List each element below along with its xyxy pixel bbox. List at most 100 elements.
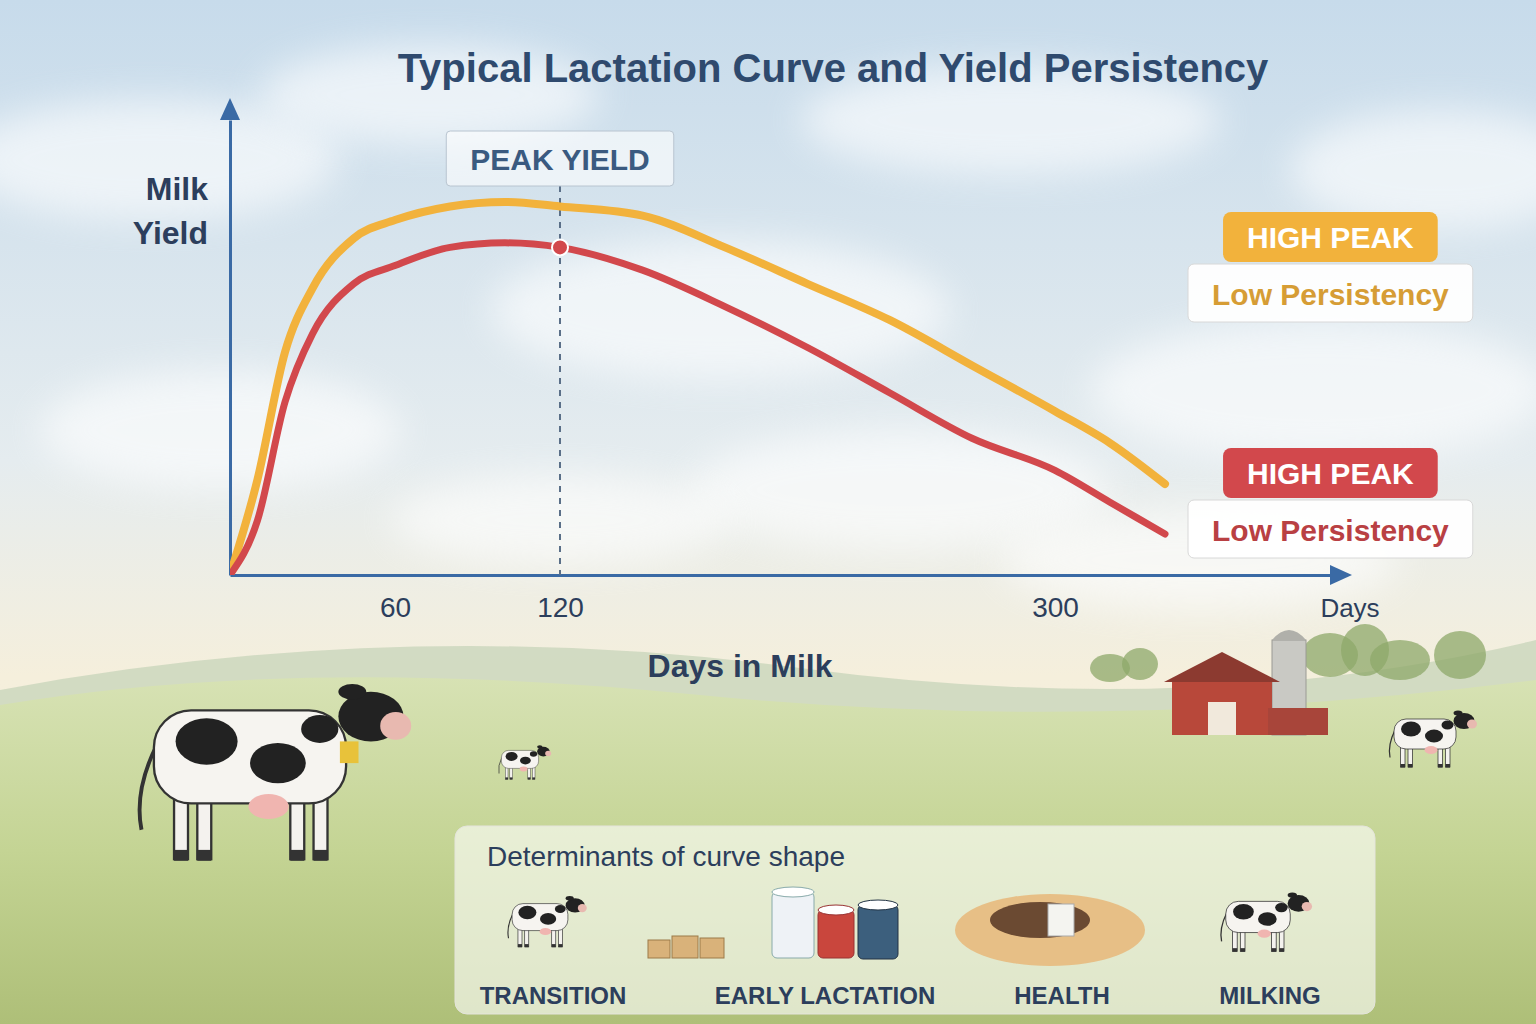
cow-hoof (510, 777, 513, 779)
peak-point (552, 239, 568, 255)
icon-cow (508, 896, 587, 947)
cow-udder (520, 767, 528, 772)
x-tick: 60 (380, 575, 411, 623)
cow-hoof (1272, 948, 1277, 952)
cow-hoof (1240, 948, 1245, 952)
chart-root: Typical Lactation Curve and Yield Persis… (0, 0, 1536, 1024)
cow-patch (301, 715, 338, 743)
icon-bucket-lid (858, 900, 898, 910)
shed (1268, 708, 1328, 735)
cow-udder (540, 928, 552, 935)
peak-label-box (446, 131, 674, 186)
icon-bucket-lid (818, 905, 854, 915)
icon-box (700, 938, 724, 958)
barn-door (1208, 702, 1236, 735)
icon-bucket (858, 905, 898, 959)
cow-hoof (518, 944, 522, 947)
cow-udder (1425, 746, 1438, 754)
ear-tag (340, 741, 359, 763)
cloud (40, 370, 400, 490)
cow-ear (537, 745, 542, 748)
cow-udder (1257, 929, 1271, 937)
x-tick-label: 120 (537, 592, 584, 623)
background (0, 0, 1536, 1024)
cow-patch (1442, 721, 1454, 730)
legend-name: HIGH PEAK (1247, 457, 1414, 490)
legend-name: HIGH PEAK (1247, 221, 1414, 254)
cow-right (1389, 711, 1477, 768)
legend-swatch (1223, 212, 1438, 262)
legend-persistency: Low Persistency (1212, 514, 1449, 547)
x-axis-title: Days in Milk (648, 648, 833, 684)
peak-annotation: PEAK YIELD (446, 131, 674, 575)
barn-roof (1164, 652, 1280, 682)
chart-svg: Typical Lactation Curve and Yield Persis… (0, 0, 1536, 1024)
peak-label: PEAK YIELD (470, 143, 650, 176)
legend-persistency: Low Persistency (1212, 278, 1449, 311)
legend-swatch (1223, 448, 1438, 498)
legend-box (1188, 264, 1473, 322)
cow-hoof (525, 944, 529, 947)
x-tick-label: 300 (1032, 592, 1079, 623)
cow-hoof (558, 944, 562, 947)
panel-box (455, 826, 1375, 1014)
cow-hoof (552, 944, 556, 947)
cow-body (501, 750, 538, 768)
panel-item-label: TRANSITION (480, 982, 627, 1009)
cow-hoof (532, 777, 535, 779)
legend-item: Low Persistency HIGH PEAK (1188, 448, 1473, 558)
cow-hoof (1401, 764, 1406, 768)
legend-box (1188, 500, 1473, 558)
cow-hoof (1233, 948, 1238, 952)
panel-title: Determinants of curve shape (487, 841, 845, 872)
icon-cow-milking (1221, 893, 1312, 952)
cow-patch (518, 906, 536, 920)
barn (1172, 680, 1272, 735)
y-axis (230, 121, 231, 576)
cow-ear (1454, 711, 1463, 716)
cow-muzzle (1302, 902, 1312, 911)
tree (1122, 648, 1158, 680)
panel-item-label: MILKING (1219, 982, 1320, 1009)
cow-patch (1425, 730, 1443, 743)
tree (1370, 640, 1430, 680)
cow-hoof (1279, 948, 1284, 952)
cow-muzzle (380, 712, 411, 740)
cow-hoof (1438, 764, 1443, 768)
cow-hoof (174, 850, 188, 861)
series-line (230, 243, 1165, 575)
panel-item-label: EARLY LACTATION (715, 982, 935, 1009)
cow-body (512, 904, 568, 931)
cow-hoof (314, 850, 328, 861)
cow-muzzle (578, 904, 587, 912)
silo-roof (1272, 630, 1306, 640)
cow-hoof (505, 777, 508, 779)
cow-patch (176, 718, 238, 765)
cow-hoof (1446, 764, 1451, 768)
cow-large (140, 684, 412, 861)
cow-ear (566, 896, 574, 901)
y-axis-line (229, 121, 232, 576)
cow-hoof (528, 777, 531, 779)
x-tick: 300 (1032, 575, 1079, 623)
icon-bandage (1048, 904, 1074, 936)
cow-udder (248, 794, 288, 819)
cow-hoof (1408, 764, 1413, 768)
x-tick-label: 60 (380, 592, 411, 623)
y-axis-title: MilkYield (133, 171, 208, 251)
cow-body (1226, 901, 1290, 932)
cow-ear (1288, 893, 1297, 898)
panel-item-label: HEALTH (1014, 982, 1110, 1009)
determinants-panel: Determinants of curve shape TRANSITION EAR… (455, 826, 1375, 1014)
x-axis-line (231, 574, 1331, 577)
cow-patch (1275, 903, 1287, 912)
icon-bucket (818, 910, 854, 958)
y-axis-arrow (220, 98, 240, 120)
cow-muzzle (545, 751, 551, 756)
cow-patch (530, 751, 537, 756)
pasture (0, 677, 1536, 1024)
plot-marks (230, 202, 1165, 575)
icon-bucket (772, 892, 814, 958)
cow-patch (1401, 722, 1421, 737)
series-line (230, 202, 1165, 575)
